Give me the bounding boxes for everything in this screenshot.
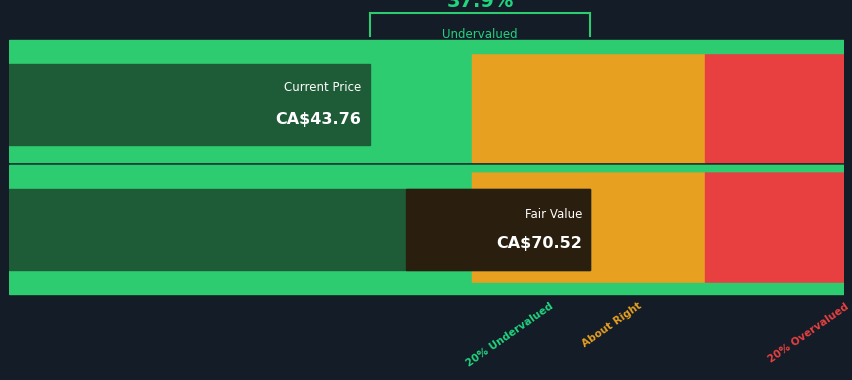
Text: 20% Undervalued: 20% Undervalued (463, 301, 554, 369)
Text: Undervalued: Undervalued (441, 28, 517, 41)
Bar (704, 171, 843, 287)
Text: CA$70.52: CA$70.52 (496, 236, 581, 252)
Bar (9, 287, 843, 293)
Bar (9, 171, 472, 287)
Text: 37.9%: 37.9% (446, 0, 513, 11)
Bar (9, 283, 843, 290)
Bar (9, 189, 590, 269)
Text: About Right: About Right (579, 301, 643, 350)
Bar (9, 165, 843, 171)
Bar (9, 47, 472, 162)
Bar (9, 165, 843, 171)
Bar (9, 64, 369, 145)
Bar (406, 189, 590, 269)
Text: Fair Value: Fair Value (524, 208, 581, 221)
Text: 20% Overvalued: 20% Overvalued (765, 301, 849, 364)
Bar (9, 47, 843, 53)
Bar (9, 40, 843, 47)
Bar (472, 47, 704, 162)
Bar (472, 171, 704, 287)
Bar (704, 47, 843, 162)
Text: Current Price: Current Price (284, 81, 361, 94)
Text: CA$43.76: CA$43.76 (275, 112, 361, 127)
